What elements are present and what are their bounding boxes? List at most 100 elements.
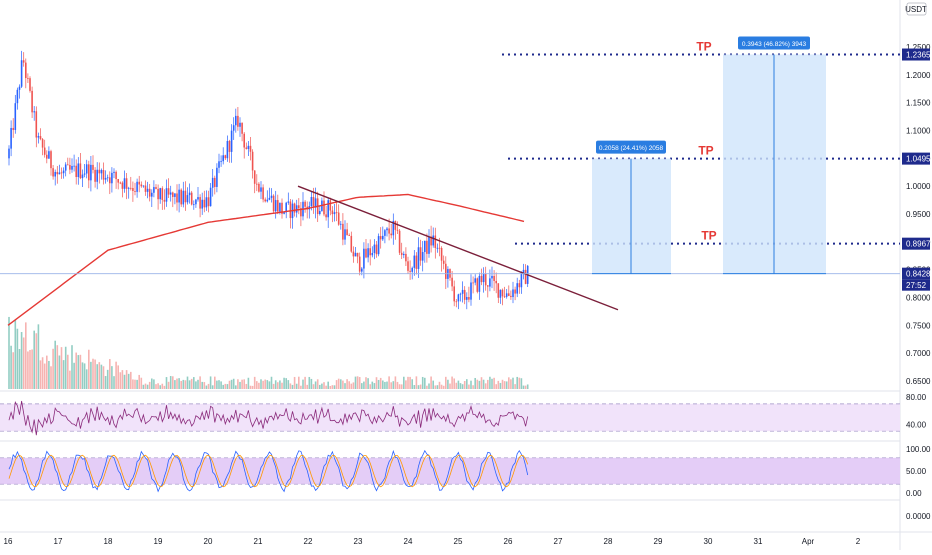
price-tick-label: 1.1000 [906, 127, 931, 136]
candle-body [327, 200, 329, 218]
candle-body [417, 247, 420, 269]
candle-body [466, 297, 468, 300]
candle-body [113, 171, 115, 173]
volume-bar [241, 379, 243, 389]
candle-body [104, 177, 107, 180]
volume-bar [153, 379, 155, 389]
candle-body [146, 188, 149, 192]
volume-bar [442, 385, 445, 389]
volume-bar [495, 384, 497, 389]
volume-bar [281, 382, 283, 389]
candle-body [159, 188, 161, 200]
candle-body [411, 267, 413, 272]
candle-body [377, 236, 380, 255]
volume-bar [56, 345, 59, 389]
candle-body [400, 252, 403, 256]
time-tick-label: 20 [204, 537, 213, 546]
candle-body [218, 161, 220, 168]
candle-body [8, 148, 10, 159]
volume-bar [54, 340, 56, 389]
candle-body [237, 115, 239, 127]
candle-body [201, 199, 203, 209]
volume-bar [388, 376, 390, 389]
volume-bar [146, 384, 149, 389]
candle-body [20, 60, 23, 87]
volume-bar [201, 381, 203, 389]
volume-bar [77, 355, 80, 389]
time-tick-label: 25 [454, 537, 463, 546]
volume-bar [184, 380, 187, 389]
volume-bar [287, 380, 290, 389]
candle-body [182, 190, 185, 205]
volume-bar [285, 378, 287, 389]
candle-body [73, 165, 75, 167]
candle-body [184, 190, 187, 203]
volume-bar [524, 385, 527, 389]
candle-body [281, 202, 283, 214]
candle-body [46, 154, 48, 159]
volume-bar [14, 319, 17, 389]
candle-body [25, 62, 27, 79]
volume-bar [327, 381, 329, 389]
volume-bar [121, 370, 124, 389]
volume-bar [155, 384, 157, 389]
candle-body [172, 192, 174, 197]
volume-bar [516, 376, 518, 389]
volume-bar [31, 349, 33, 389]
price-badge [902, 267, 930, 280]
volume-bar [415, 376, 418, 389]
candle-body [211, 177, 214, 188]
tp-label: TP [696, 40, 711, 54]
candle-body [144, 185, 147, 192]
time-tick-label: 29 [654, 537, 663, 546]
candle-body [438, 247, 441, 249]
volume-bar [367, 378, 369, 389]
volume-bar [102, 366, 105, 389]
candle-body [333, 212, 336, 215]
volume-bar [174, 380, 176, 389]
volume-bar [8, 316, 10, 389]
candle-body [514, 289, 516, 294]
candle-body [75, 165, 77, 178]
candle-body [22, 60, 25, 63]
candle-body [520, 273, 523, 288]
candle-body [258, 183, 260, 192]
candle-body [363, 248, 365, 269]
volume-bar [354, 376, 357, 389]
volume-bar [491, 378, 493, 389]
volume-bar [455, 382, 458, 389]
candle-body [283, 212, 285, 214]
candle-body [31, 90, 33, 113]
candle-body [524, 269, 527, 284]
candle-body [314, 198, 317, 208]
volume-bar [100, 364, 103, 389]
candle-body [48, 151, 50, 159]
candle-body [312, 197, 315, 208]
volume-bar [123, 374, 126, 389]
volume-bar [520, 378, 523, 389]
volume-bar [436, 385, 439, 389]
candle-body [119, 182, 122, 184]
volume-bar [518, 377, 521, 389]
candle-body [180, 189, 182, 205]
candle-body [298, 205, 300, 209]
candle-body [92, 164, 94, 170]
volume-bar [337, 378, 340, 389]
countdown-badge [902, 279, 930, 291]
candle-body [203, 199, 206, 208]
volume-bar [489, 376, 491, 389]
price-tick-label: 0.9500 [906, 210, 931, 219]
volume-bar [417, 385, 420, 389]
volume-bar [403, 376, 405, 389]
candle-body [505, 293, 508, 297]
volume-bar [237, 379, 239, 389]
volume-bar [182, 379, 185, 389]
candle-body [109, 177, 111, 184]
volume-bar [379, 377, 382, 389]
candle-body [260, 187, 262, 192]
volume-bar [508, 377, 510, 389]
volume-bar [400, 384, 403, 389]
candle-body [123, 178, 126, 189]
time-tick-label: 28 [604, 537, 613, 546]
